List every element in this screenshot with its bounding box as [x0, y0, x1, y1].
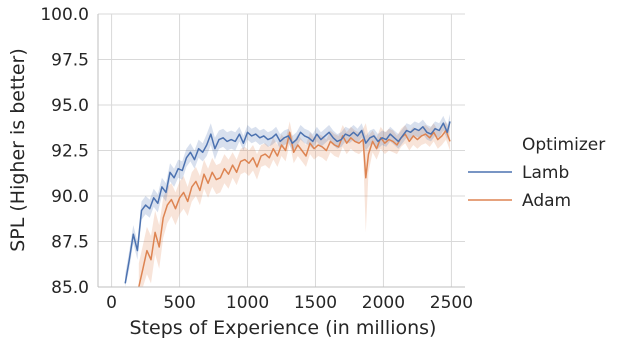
y-tick-label: 85.0 [51, 278, 89, 298]
y-tick-label: 92.5 [51, 142, 89, 162]
x-tick-label: 1000 [226, 293, 269, 313]
series-lines [124, 121, 451, 288]
y-tick-label: 97.5 [51, 51, 89, 71]
band-lamb [125, 114, 450, 287]
x-tick-label: 1500 [294, 293, 337, 313]
axes [97, 14, 465, 288]
x-tick-labels: 0 500 1000 1500 2000 2500 [106, 293, 473, 313]
series-line-lamb [124, 121, 451, 284]
y-tick-labels: 85.0 87.5 90.0 92.5 95.0 97.5 100.0 [40, 5, 89, 298]
legend-label-adam: Adam [522, 191, 571, 211]
x-tick-label: 0 [106, 293, 117, 313]
legend-title: Optimizer [522, 135, 605, 155]
y-tick-label: 100.0 [40, 5, 89, 25]
x-tick-label: 500 [163, 293, 195, 313]
series-line-adam [138, 129, 451, 288]
legend: Optimizer Lamb Adam [468, 135, 605, 211]
grid [98, 13, 465, 288]
legend-label-lamb: Lamb [522, 163, 569, 183]
x-axis-label: Steps of Experience (in millions) [130, 317, 437, 339]
y-axis-label: SPL (Higher is better) [7, 48, 29, 252]
x-tick-label: 2500 [430, 293, 473, 313]
y-tick-label: 87.5 [51, 233, 89, 253]
y-tick-label: 95.0 [51, 96, 89, 116]
y-tick-label: 90.0 [51, 187, 89, 207]
x-tick-label: 2000 [362, 293, 405, 313]
